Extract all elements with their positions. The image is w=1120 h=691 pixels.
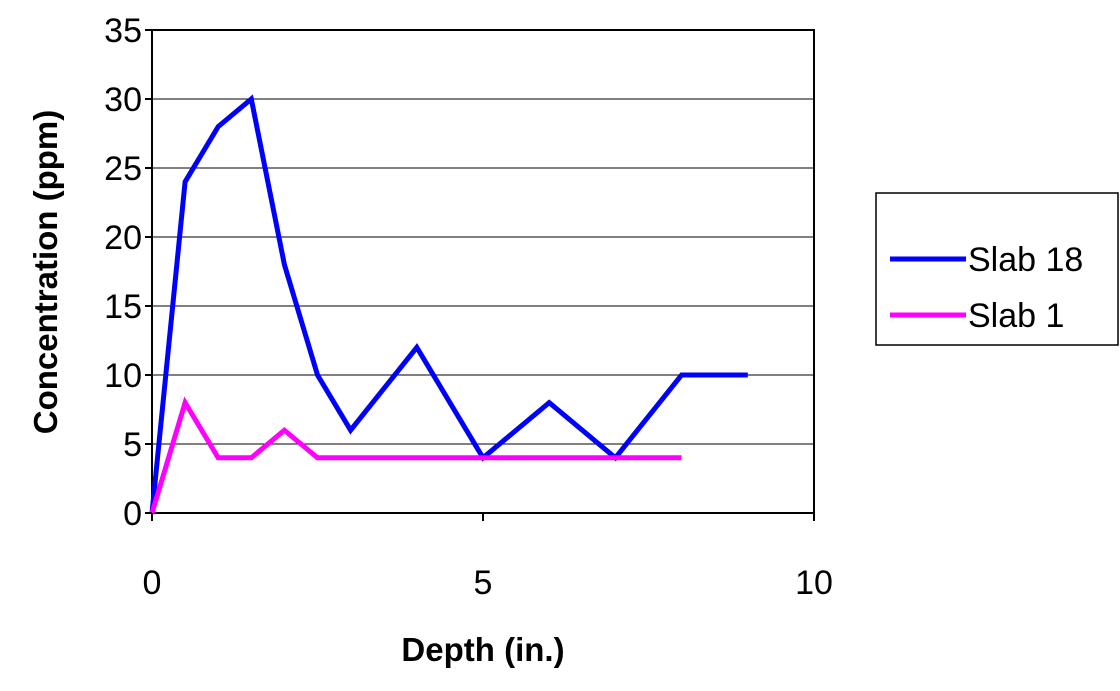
y-tick-label: 35 xyxy=(104,12,142,50)
legend-box xyxy=(875,192,1119,346)
axis-ticks: 0 5 10 15 20 25 30 35 0 5 10 xyxy=(104,12,833,602)
x-tick-label: 10 xyxy=(795,564,833,602)
legend: Slab 18 Slab 1 xyxy=(875,192,1119,346)
y-tick-label: 10 xyxy=(104,357,142,395)
y-axis-title: Concentration (ppm) xyxy=(27,110,64,434)
y-tick-label: 25 xyxy=(104,150,142,188)
x-tick-label: 0 xyxy=(143,564,162,602)
y-tick-label: 5 xyxy=(123,426,142,464)
legend-entry: Slab 1 xyxy=(968,297,1064,335)
x-axis-title: Depth (in.) xyxy=(401,631,564,668)
series-lines xyxy=(149,94,748,514)
y-tick-label: 15 xyxy=(104,288,142,326)
series-line-slab-1 xyxy=(149,396,682,514)
gridlines xyxy=(152,98,814,445)
x-tick-label: 5 xyxy=(474,564,493,602)
y-tick-label: 30 xyxy=(104,81,142,119)
y-tick-label: 0 xyxy=(123,495,142,533)
legend-entry: Slab 18 xyxy=(968,241,1083,279)
y-tick-label: 20 xyxy=(104,219,142,257)
